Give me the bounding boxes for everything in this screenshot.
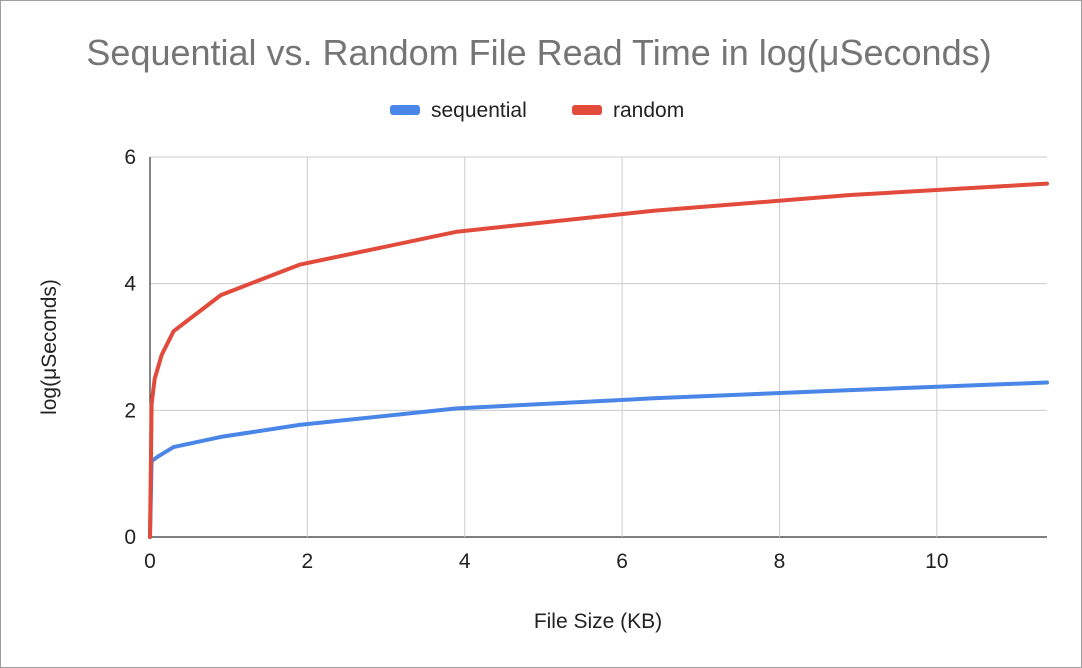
- y-axis-label: log(μSeconds): [38, 279, 61, 415]
- y-tick-label: 4: [124, 273, 136, 296]
- legend: sequential random: [390, 99, 684, 122]
- series-line-sequential: [148, 380, 1049, 539]
- y-tick-label: 6: [124, 146, 136, 169]
- x-tick-label: 2: [302, 550, 314, 573]
- x-tick-label: 4: [459, 550, 471, 573]
- series-line-random: [148, 181, 1049, 539]
- x-tick-label: 0: [144, 550, 156, 573]
- legend-label-sequential: sequential: [431, 99, 527, 122]
- x-axis-label: File Size (KB): [534, 610, 662, 633]
- series-lines: [148, 181, 1049, 539]
- legend-swatch-random: [572, 105, 602, 115]
- legend-swatch-sequential: [390, 105, 420, 115]
- gridlines: [149, 156, 1047, 538]
- y-tick-label: 0: [124, 526, 136, 549]
- chart-title: Sequential vs. Random File Read Time in …: [86, 32, 991, 73]
- tick-labels: 0 2 4 6 0 2 4 6 8 10: [124, 146, 948, 573]
- legend-label-random: random: [613, 99, 684, 122]
- x-tick-label: 10: [925, 550, 948, 573]
- x-tick-label: 6: [616, 550, 628, 573]
- y-tick-label: 2: [124, 399, 136, 422]
- x-tick-label: 8: [774, 550, 786, 573]
